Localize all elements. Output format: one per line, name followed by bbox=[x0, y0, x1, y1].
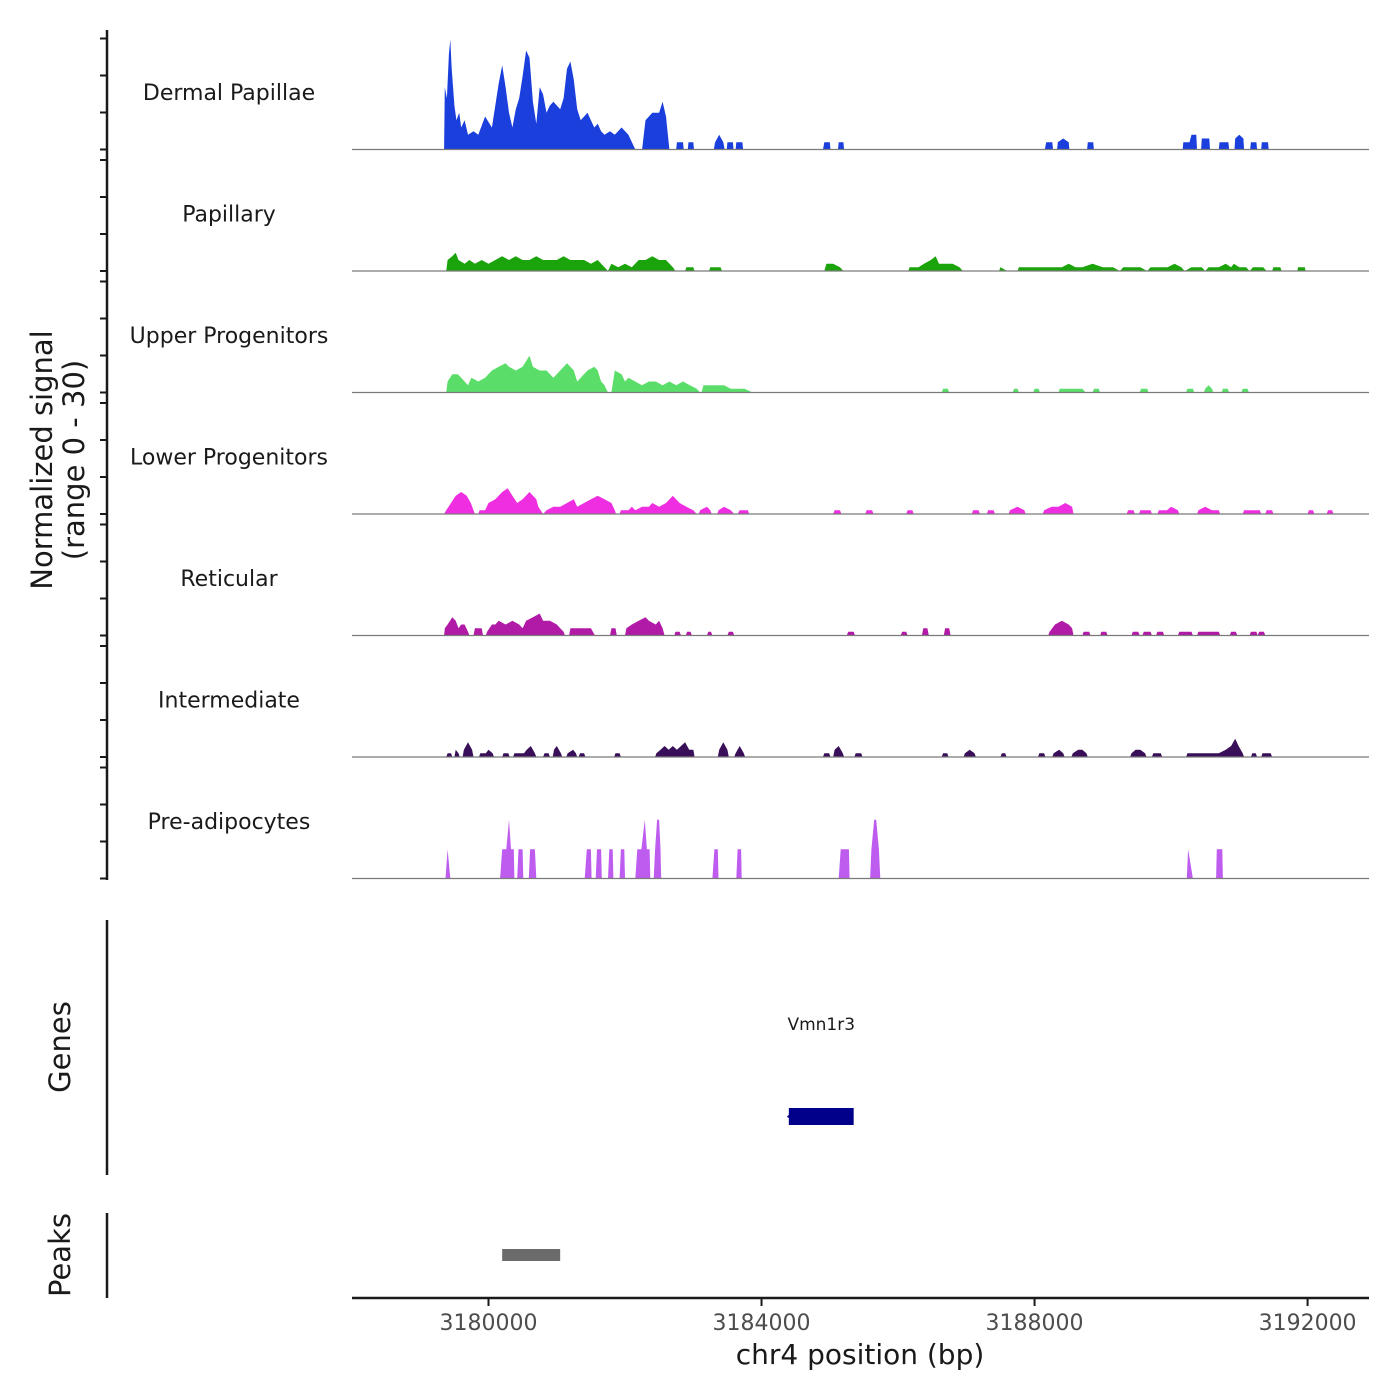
track-label: Papillary bbox=[182, 203, 276, 228]
gene-body-vmn1r3 bbox=[788, 1108, 854, 1125]
peak-annotations bbox=[502, 1249, 561, 1261]
track-label: Pre-adipocytes bbox=[148, 810, 311, 835]
y-axis-range-label: (range 0 - 30) bbox=[57, 360, 91, 560]
track-label: Reticular bbox=[180, 567, 278, 592]
peak-region bbox=[502, 1249, 561, 1261]
track-lower-progenitors: Lower Progenitors bbox=[130, 446, 1369, 515]
genes-panel-title: Genes bbox=[43, 1001, 77, 1093]
y-axis-title-group: Normalized signal (range 0 - 30) bbox=[25, 330, 91, 589]
signal-tracks: Dermal Papillae Papillary Upper Progenitor… bbox=[130, 39, 1369, 880]
x-axis-ticks: 3180000 3184000 3188000 3192000 bbox=[440, 1298, 1357, 1336]
gene-name-label: Vmn1r3 bbox=[787, 1015, 855, 1035]
track-dermal-papillae: Dermal Papillae bbox=[143, 39, 1369, 151]
track-label: Lower Progenitors bbox=[130, 446, 328, 471]
track-upper-progenitors: Upper Progenitors bbox=[130, 324, 1369, 394]
signal-area-lower-progenitors bbox=[444, 488, 1334, 514]
x-tick-label: 3192000 bbox=[1259, 1311, 1357, 1336]
x-axis-title: chr4 position (bp) bbox=[736, 1338, 985, 1371]
gene-annotations: Vmn1r3 bbox=[786, 1015, 855, 1125]
signal-area-pre-adipocytes bbox=[445, 819, 1223, 879]
signal-axis-ticks bbox=[100, 37, 107, 880]
x-tick-label: 3184000 bbox=[713, 1311, 811, 1336]
track-label: Upper Progenitors bbox=[130, 324, 329, 349]
track-reticular: Reticular bbox=[180, 567, 1369, 637]
gene-strand-arrow bbox=[786, 1112, 793, 1121]
genes-panel-title-group: Genes bbox=[43, 1001, 77, 1093]
signal-area-upper-progenitors bbox=[446, 355, 1249, 393]
track-intermediate: Intermediate bbox=[158, 689, 1369, 758]
x-tick-label: 3188000 bbox=[986, 1311, 1084, 1336]
track-pre-adipocytes: Pre-adipocytes bbox=[148, 810, 1369, 880]
signal-area-reticular bbox=[444, 613, 1266, 636]
track-papillary: Papillary bbox=[182, 203, 1369, 272]
peaks-panel-title-group: Peaks bbox=[43, 1213, 77, 1297]
y-axis-title: Normalized signal bbox=[25, 330, 59, 589]
peaks-panel-title: Peaks bbox=[43, 1213, 77, 1297]
track-label: Dermal Papillae bbox=[143, 81, 315, 106]
x-tick-label: 3180000 bbox=[440, 1311, 538, 1336]
track-label: Intermediate bbox=[158, 689, 300, 714]
signal-area-intermediate bbox=[446, 738, 1273, 757]
signal-area-dermal-papillae bbox=[444, 39, 1269, 150]
signal-area-papillary bbox=[446, 252, 1306, 271]
